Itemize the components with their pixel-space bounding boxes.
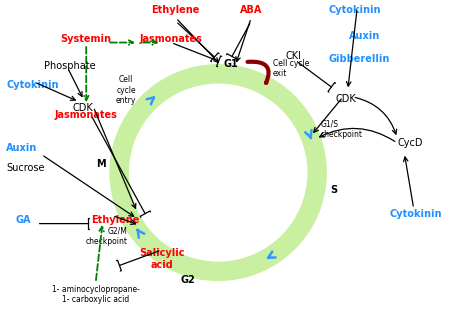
Text: G2/M
checkpoint: G2/M checkpoint	[86, 226, 128, 246]
Text: G2: G2	[181, 275, 195, 285]
Text: Ethylene: Ethylene	[152, 5, 200, 15]
Text: Gibberellin: Gibberellin	[329, 54, 390, 64]
Text: CKI: CKI	[285, 51, 301, 61]
Text: Systemin: Systemin	[61, 34, 112, 44]
Text: ABA: ABA	[240, 5, 262, 15]
Text: Salicylic
acid: Salicylic acid	[139, 248, 184, 270]
Text: Phosphate: Phosphate	[44, 61, 95, 71]
Text: Cytokinin: Cytokinin	[6, 80, 59, 90]
Text: M: M	[96, 159, 105, 169]
Text: Cytokinin: Cytokinin	[390, 209, 442, 219]
Text: S: S	[330, 185, 337, 195]
Text: CDK: CDK	[335, 94, 356, 104]
Text: Ethylene: Ethylene	[91, 215, 139, 225]
Text: Auxin: Auxin	[6, 143, 37, 153]
Text: G1: G1	[223, 59, 238, 69]
Text: CDK: CDK	[72, 104, 93, 114]
Text: Jasmonates: Jasmonates	[55, 110, 118, 120]
Text: CycD: CycD	[397, 138, 423, 148]
Text: Auxin: Auxin	[348, 31, 380, 41]
FancyArrowPatch shape	[247, 62, 269, 83]
Text: Sucrose: Sucrose	[6, 163, 45, 173]
Text: 1- aminocyclopropane-
1- carboxylic acid: 1- aminocyclopropane- 1- carboxylic acid	[52, 285, 139, 304]
Text: Cytokinin: Cytokinin	[328, 5, 381, 15]
Text: GA: GA	[16, 215, 31, 225]
Text: Jasmonates: Jasmonates	[139, 34, 202, 44]
Text: Cell
cycle
entry: Cell cycle entry	[116, 75, 137, 105]
Text: G1/S
checkpoint: G1/S checkpoint	[320, 119, 363, 139]
Text: Cell cycle
exit: Cell cycle exit	[273, 59, 310, 78]
